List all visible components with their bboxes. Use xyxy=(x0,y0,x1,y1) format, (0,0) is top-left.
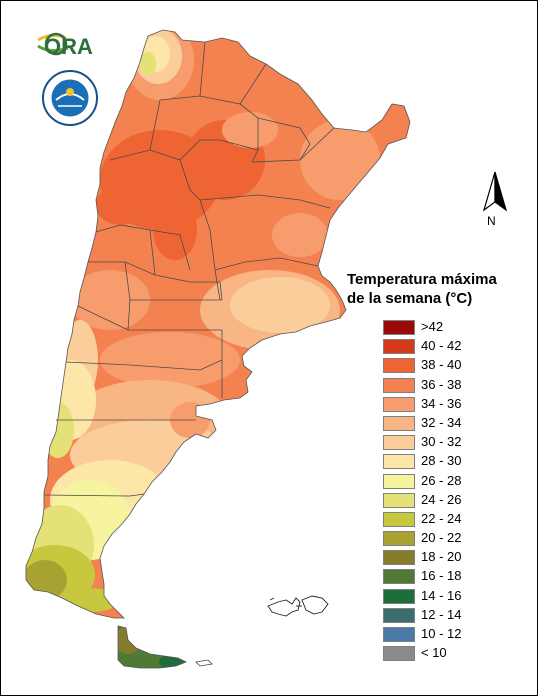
legend-swatch xyxy=(383,473,415,489)
legend-label: 20 - 22 xyxy=(421,530,462,546)
smn-seal xyxy=(42,70,98,126)
legend-swatch xyxy=(383,569,415,585)
legend-swatch xyxy=(383,435,415,451)
legend-label: < 10 xyxy=(421,645,447,661)
legend-label: 34 - 36 xyxy=(421,395,462,411)
north-arrow-icon xyxy=(480,170,510,232)
legend-label: 32 - 34 xyxy=(421,414,462,430)
legend-title: Temperatura máxima de la semana (°C) xyxy=(347,270,522,308)
legend-label: 22 - 24 xyxy=(421,510,462,526)
legend-label: 36 - 38 xyxy=(421,376,462,392)
legend-label: 26 - 28 xyxy=(421,472,462,488)
legend-swatch xyxy=(383,646,415,662)
legend-label: 18 - 20 xyxy=(421,549,462,565)
ora-logo: ORA xyxy=(36,28,106,64)
legend-swatch xyxy=(383,339,415,355)
legend-swatch xyxy=(383,511,415,527)
legend-swatch xyxy=(383,415,415,431)
legend-label: 28 - 30 xyxy=(421,453,462,469)
legend-swatch xyxy=(383,588,415,604)
legend-swatch xyxy=(383,454,415,470)
legend-label: 16 - 18 xyxy=(421,568,462,584)
legend-swatch xyxy=(383,550,415,566)
legend-label: 12 - 14 xyxy=(421,606,462,622)
legend-swatch xyxy=(383,531,415,547)
legend-label: >42 xyxy=(421,319,444,334)
legend-swatch xyxy=(383,377,415,393)
legend-swatch xyxy=(383,320,415,335)
legend-label: 14 - 16 xyxy=(421,587,462,603)
legend-label: 40 - 42 xyxy=(421,338,462,354)
ora-logo-text: ORA xyxy=(44,34,93,59)
legend-swatch xyxy=(383,492,415,508)
north-label: N xyxy=(487,214,496,228)
legend-title-line-2: de la semana (°C) xyxy=(347,290,473,307)
legend-label: 10 - 12 xyxy=(421,626,462,641)
legend-swatch xyxy=(383,396,415,412)
legend-label: 30 - 32 xyxy=(421,434,462,450)
legend-swatch xyxy=(383,607,415,623)
legend-swatch xyxy=(383,627,415,642)
legend-label: 24 - 26 xyxy=(421,491,462,507)
legend-title-line-1: Temperatura máxima xyxy=(347,271,497,288)
legend-swatch xyxy=(383,358,415,374)
legend-label: 38 - 40 xyxy=(421,357,462,373)
